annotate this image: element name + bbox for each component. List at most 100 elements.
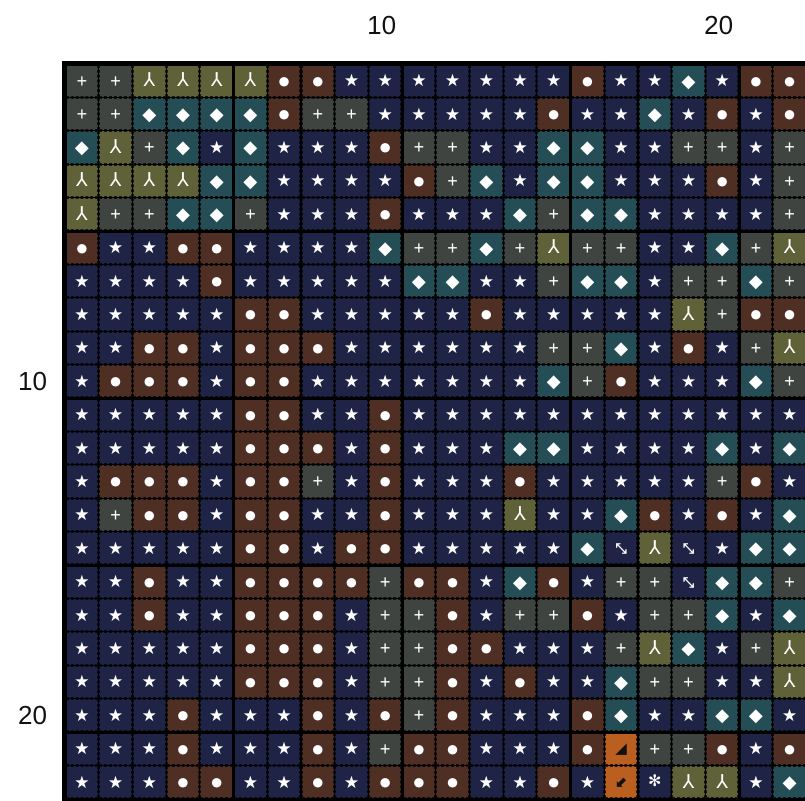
grid-cell[interactable]: + <box>537 331 570 364</box>
grid-cell[interactable]: ⤡ <box>604 532 638 565</box>
grid-cell[interactable]: ★ <box>335 632 368 665</box>
grid-cell[interactable]: + <box>65 98 99 131</box>
grid-cell[interactable]: ◆ <box>739 699 773 732</box>
grid-cell[interactable]: ★ <box>503 64 537 97</box>
grid-cell[interactable]: ● <box>166 766 200 799</box>
grid-cell[interactable]: ★ <box>335 766 368 799</box>
grid-cell[interactable]: ★ <box>604 131 638 164</box>
grid-cell[interactable]: ◆ <box>234 98 267 131</box>
grid-cell[interactable]: ● <box>537 565 570 598</box>
grid-cell[interactable]: ★ <box>65 365 99 398</box>
grid-cell[interactable]: ★ <box>503 365 537 398</box>
grid-cell[interactable]: ● <box>267 465 301 498</box>
grid-cell[interactable]: ● <box>739 465 773 498</box>
grid-cell[interactable]: ★ <box>436 398 469 431</box>
grid-cell[interactable]: ★ <box>267 699 301 732</box>
grid-cell[interactable]: ★ <box>537 632 570 665</box>
grid-cell[interactable]: ★ <box>503 98 537 131</box>
grid-cell[interactable]: ◆ <box>739 532 773 565</box>
grid-cell[interactable]: ★ <box>470 699 503 732</box>
grid-cell[interactable]: ★ <box>65 766 99 799</box>
grid-cell[interactable]: ★ <box>705 665 739 698</box>
grid-cell[interactable]: ● <box>267 98 301 131</box>
grid-cell[interactable]: ● <box>773 732 805 765</box>
grid-cell[interactable]: ● <box>436 665 469 698</box>
grid-cell[interactable]: ◆ <box>604 699 638 732</box>
grid-cell[interactable]: + <box>705 265 739 298</box>
grid-cell[interactable]: ● <box>267 331 301 364</box>
grid-cell[interactable]: ◆ <box>470 231 503 264</box>
grid-cell[interactable]: ★ <box>65 298 99 331</box>
grid-cell[interactable]: ● <box>200 231 233 264</box>
grid-cell[interactable]: ★ <box>200 699 233 732</box>
grid-cell[interactable]: ★ <box>368 98 402 131</box>
grid-cell[interactable]: ◆ <box>571 265 604 298</box>
grid-cell[interactable]: ★ <box>470 732 503 765</box>
grid-cell[interactable]: ◆ <box>705 599 739 632</box>
grid-cell[interactable]: ◆ <box>672 632 705 665</box>
grid-cell[interactable]: ★ <box>503 632 537 665</box>
grid-cell[interactable]: ● <box>267 665 301 698</box>
grid-cell[interactable]: + <box>571 331 604 364</box>
grid-cell[interactable]: ★ <box>166 398 200 431</box>
grid-cell[interactable]: ● <box>301 632 334 665</box>
grid-cell[interactable]: ★ <box>571 398 604 431</box>
grid-cell[interactable]: ★ <box>301 298 334 331</box>
grid-cell[interactable]: + <box>402 665 436 698</box>
grid-cell[interactable]: ★ <box>166 565 200 598</box>
grid-cell[interactable]: ★ <box>402 465 436 498</box>
grid-cell[interactable]: + <box>537 198 570 231</box>
grid-cell[interactable]: ★ <box>234 699 267 732</box>
grid-cell[interactable]: ● <box>166 365 200 398</box>
grid-cell[interactable]: ◆ <box>402 265 436 298</box>
grid-cell[interactable]: + <box>436 131 469 164</box>
grid-cell[interactable]: ⅄ <box>705 766 739 799</box>
grid-cell[interactable]: ◆ <box>571 164 604 197</box>
grid-cell[interactable]: ● <box>200 265 233 298</box>
grid-cell[interactable]: ● <box>234 398 267 431</box>
grid-cell[interactable]: ★ <box>402 198 436 231</box>
grid-cell[interactable]: ★ <box>65 632 99 665</box>
grid-cell[interactable]: ★ <box>335 164 368 197</box>
grid-cell[interactable]: ★ <box>773 465 805 498</box>
grid-cell[interactable]: + <box>368 732 402 765</box>
grid-cell[interactable]: ★ <box>436 365 469 398</box>
grid-cell[interactable]: ★ <box>133 665 166 698</box>
grid-cell[interactable]: ★ <box>638 298 671 331</box>
grid-cell[interactable]: ● <box>436 732 469 765</box>
grid-cell[interactable]: ● <box>368 198 402 231</box>
grid-cell[interactable]: ★ <box>436 532 469 565</box>
grid-cell[interactable]: ◆ <box>571 532 604 565</box>
grid-cell[interactable]: ★ <box>604 432 638 465</box>
grid-cell[interactable]: + <box>638 599 671 632</box>
grid-cell[interactable]: ★ <box>604 298 638 331</box>
grid-cell[interactable]: + <box>537 599 570 632</box>
grid-cell[interactable]: ★ <box>200 599 233 632</box>
grid-cell[interactable]: ★ <box>133 398 166 431</box>
grid-cell[interactable]: ● <box>705 164 739 197</box>
grid-cell[interactable]: ◆ <box>773 766 805 799</box>
grid-cell[interactable]: ★ <box>436 432 469 465</box>
grid-cell[interactable]: ★ <box>166 665 200 698</box>
grid-cell[interactable]: ★ <box>301 532 334 565</box>
grid-cell[interactable]: + <box>571 365 604 398</box>
grid-cell[interactable]: ● <box>166 699 200 732</box>
grid-cell[interactable]: ● <box>739 64 773 97</box>
grid-cell[interactable]: ★ <box>638 331 671 364</box>
grid-cell[interactable]: ● <box>267 365 301 398</box>
grid-cell[interactable]: ● <box>571 64 604 97</box>
grid-cell[interactable]: ◆ <box>739 365 773 398</box>
grid-cell[interactable]: ◆ <box>705 432 739 465</box>
grid-cell[interactable]: ● <box>65 231 99 264</box>
grid-cell[interactable]: ★ <box>335 231 368 264</box>
grid-cell[interactable]: ⅄ <box>234 64 267 97</box>
grid-cell[interactable]: ★ <box>638 64 671 97</box>
grid-cell[interactable]: ● <box>436 599 469 632</box>
grid-cell[interactable]: ◆ <box>672 64 705 97</box>
grid-cell[interactable]: ★ <box>133 231 166 264</box>
grid-cell[interactable]: ⅄ <box>133 164 166 197</box>
grid-cell[interactable]: ★ <box>402 432 436 465</box>
grid-cell[interactable]: ★ <box>301 231 334 264</box>
grid-cell[interactable]: ★ <box>604 64 638 97</box>
grid-cell[interactable]: + <box>402 699 436 732</box>
